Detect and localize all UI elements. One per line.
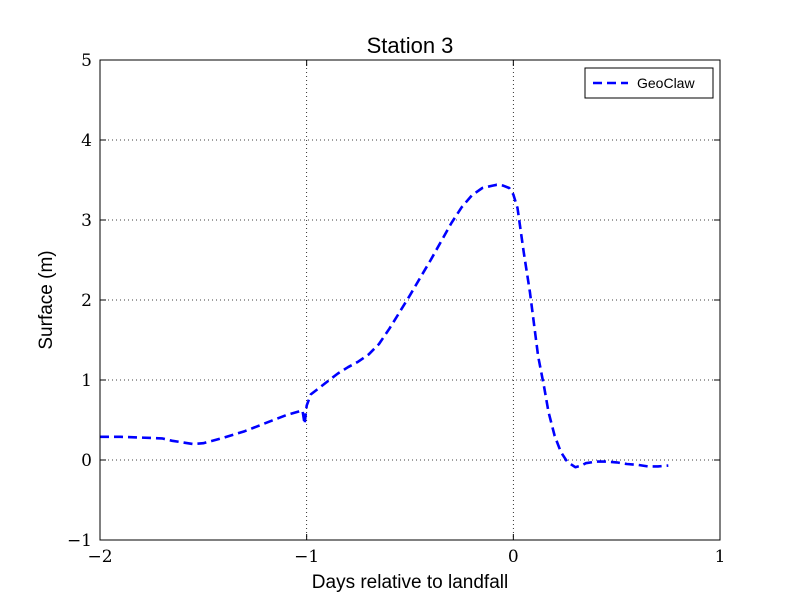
- tick-marks: [99, 59, 721, 541]
- x-tick-label: 0: [508, 547, 519, 567]
- legend: GeoClaw: [584, 67, 714, 99]
- legend-box: [584, 67, 714, 99]
- x-axis-label: Days relative to landfall: [312, 572, 508, 593]
- chart-title: Station 3: [367, 33, 454, 58]
- y-tick-label: 5: [81, 51, 92, 71]
- y-tick-label: 0: [81, 451, 92, 471]
- y-tick-label: 3: [81, 211, 92, 231]
- series-line-geoclaw: [100, 183, 669, 469]
- y-tick-labels: −1 0 1 2 3 4 5: [67, 51, 92, 551]
- x-tick-label: −1: [294, 547, 319, 567]
- x-tick-label: −2: [87, 547, 112, 567]
- y-tick-label: 1: [81, 371, 92, 391]
- x-tick-labels: −2 −1 0 1: [87, 547, 725, 567]
- series-layer: [100, 183, 669, 469]
- legend-label-geoclaw: GeoClaw: [637, 75, 695, 91]
- y-tick-label: −1: [67, 531, 92, 551]
- x-tick-label: 1: [715, 547, 726, 567]
- y-tick-label: 2: [81, 291, 92, 311]
- grid-lines: [100, 60, 720, 540]
- y-tick-label: 4: [81, 131, 92, 151]
- y-axis-label: Surface (m): [36, 250, 57, 349]
